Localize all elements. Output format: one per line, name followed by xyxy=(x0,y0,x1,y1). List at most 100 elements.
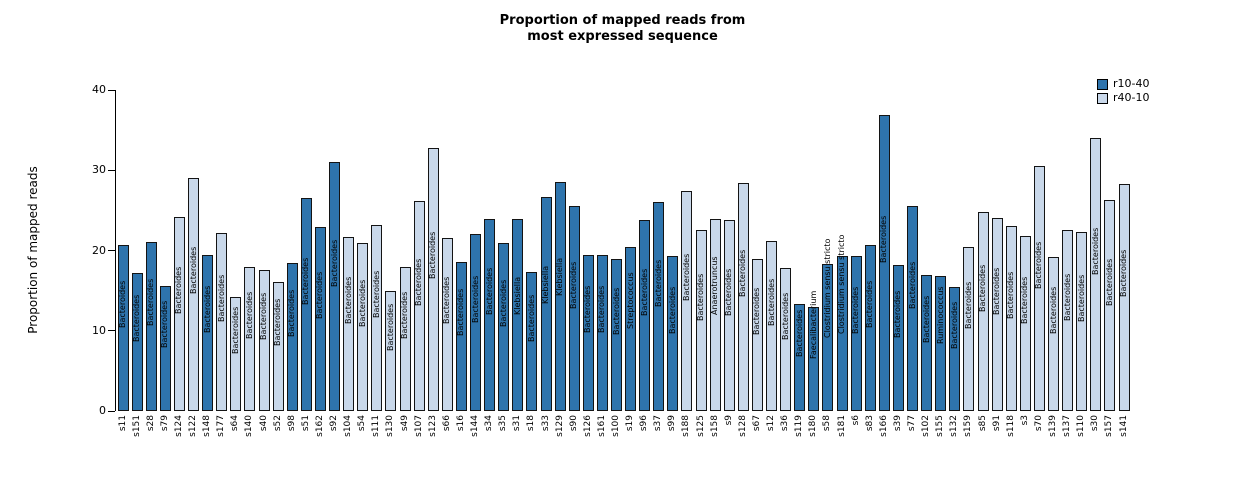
bar-s137 xyxy=(1062,230,1074,411)
bar-s161 xyxy=(596,254,608,411)
x-tick-label-s40: s40 xyxy=(258,415,269,432)
taxon-label-s122: Bacteroides xyxy=(188,246,198,295)
taxon-label-s35: Bacteroides xyxy=(498,279,508,328)
taxon-label-s51: Bacteroides xyxy=(301,257,311,305)
taxon-label-s158: Anaerotruncus xyxy=(710,256,720,316)
taxon-label-s118: Bacteroides xyxy=(1006,271,1016,319)
bar-s119 xyxy=(794,303,806,411)
taxon-label-s36: Bacteroides xyxy=(780,292,790,340)
x-tick-label-s16: s16 xyxy=(455,415,466,432)
x-tick-label-s158: s158 xyxy=(709,415,720,437)
y-tick-mark xyxy=(108,410,115,412)
taxon-label-s30: Bacteroides xyxy=(1090,227,1100,275)
bar-s16 xyxy=(455,261,467,411)
bar-s104 xyxy=(343,236,355,411)
bar-s128 xyxy=(737,183,749,411)
x-tick-label-s123: s123 xyxy=(427,415,438,437)
taxon-label-s130: Bacteroides xyxy=(385,303,395,352)
x-tick-label-s30: s30 xyxy=(1090,415,1101,432)
bar-s51 xyxy=(300,198,312,411)
legend: r10-40 r40-10 xyxy=(1097,78,1150,106)
bar-s77 xyxy=(907,206,918,411)
bar-s49 xyxy=(399,266,411,411)
x-tick-label-s157: s157 xyxy=(1104,415,1115,437)
bar-s144 xyxy=(470,234,481,411)
bar-s35 xyxy=(498,243,510,411)
x-tick-label-s102: s102 xyxy=(921,415,932,437)
bar-s58 xyxy=(822,264,834,411)
x-tick-label-s137: s137 xyxy=(1062,415,1073,437)
bar-s36 xyxy=(780,268,792,411)
taxon-label-s37: Bacteroides xyxy=(653,259,663,307)
y-tick-mark xyxy=(108,250,115,251)
plot-area: Bacteroides s11 Bacteroides s151 Bacteroides… xyxy=(115,90,1131,437)
legend-swatch-r40-10 xyxy=(1097,92,1108,104)
taxon-label-s16: Bacteroides xyxy=(456,289,466,337)
taxon-label-s141: Bacteroides xyxy=(1119,250,1128,298)
y-tick-label-10: 10 xyxy=(92,323,106,337)
taxon-label-s54: Bacteroides xyxy=(357,279,367,328)
x-tick-label-s181: s181 xyxy=(836,415,847,437)
x-tick-label-s54: s54 xyxy=(357,415,368,432)
bar-s12 xyxy=(766,240,777,411)
taxon-label-s90: Bacteroides xyxy=(569,261,579,309)
bar-s98 xyxy=(286,263,298,411)
taxon-label-s64: Bacteroides xyxy=(230,306,240,354)
legend-item-r40-10: r40-10 xyxy=(1097,92,1150,104)
taxon-label-s31: Klebsiella xyxy=(512,276,522,316)
x-tick-label-s49: s49 xyxy=(399,415,410,432)
x-tick-label-s151: s151 xyxy=(131,415,142,437)
taxon-label-s83: Bacteroides xyxy=(865,280,875,328)
x-tick-label-s130: s130 xyxy=(385,415,396,437)
bar-s19 xyxy=(625,247,636,411)
bar-s140 xyxy=(244,266,256,411)
bar-s188 xyxy=(681,191,693,411)
bar-s122 xyxy=(188,177,199,411)
x-tick-label-s37: s37 xyxy=(653,415,664,432)
taxon-label-s104: Bacteroides xyxy=(343,276,353,324)
x-tick-label-s188: s188 xyxy=(681,415,692,437)
bar-s6 xyxy=(850,256,862,411)
taxon-label-s148: Bacteroides xyxy=(202,285,212,334)
x-tick-label-s67: s67 xyxy=(751,415,762,432)
x-tick-label-s35: s35 xyxy=(498,415,509,432)
bar-s110 xyxy=(1076,232,1088,411)
bar-s70 xyxy=(1033,166,1045,411)
taxon-label-s119: Bacteroides xyxy=(794,309,804,358)
bar-s102 xyxy=(921,274,933,411)
taxon-label-s111: Bacteroides xyxy=(371,270,381,318)
legend-swatch-r10-40 xyxy=(1097,78,1108,90)
taxon-label-s107: Bacteroides xyxy=(414,258,424,306)
bar-s33 xyxy=(540,196,552,411)
x-tick-label-s129: s129 xyxy=(554,415,565,437)
x-tick-label-s6: s6 xyxy=(850,415,861,426)
bar-s30 xyxy=(1090,138,1102,411)
taxon-label-s58: Clostridium sensu stricto xyxy=(822,238,832,338)
x-tick-label-s58: s58 xyxy=(822,415,833,432)
x-tick-label-s66: s66 xyxy=(441,415,452,432)
taxon-label-s98: Bacteroides xyxy=(287,289,297,338)
x-tick-label-s52: s52 xyxy=(272,415,283,432)
x-tick-label-s125: s125 xyxy=(695,415,706,437)
bar-s39 xyxy=(892,264,904,411)
y-axis-title: Proportion of mapped reads xyxy=(26,166,40,334)
x-tick-label-s91: s91 xyxy=(991,415,1002,432)
bar-s151 xyxy=(131,273,143,411)
x-tick-label-s119: s119 xyxy=(794,415,805,437)
x-tick-label-s144: s144 xyxy=(470,415,480,437)
taxon-label-s96: Bacteroides xyxy=(639,268,649,316)
x-tick-label-s132: s132 xyxy=(949,415,960,437)
taxon-label-s102: Bacteroides xyxy=(921,295,931,343)
taxon-label-s162: Bacteroides xyxy=(315,271,325,320)
taxon-label-s188: Bacteroides xyxy=(681,253,691,302)
bar-s111 xyxy=(371,224,383,411)
taxon-label-s34: Bacteroides xyxy=(484,267,494,316)
taxon-label-s39: Bacteroides xyxy=(893,290,903,338)
x-tick-label-s140: s140 xyxy=(244,415,255,437)
taxon-label-s3: Bacteroides xyxy=(1020,276,1030,324)
taxon-label-s124: Bacteroides xyxy=(174,266,184,314)
taxon-label-s12: Bacteroides xyxy=(766,278,776,326)
y-tick-mark xyxy=(108,330,115,332)
x-tick-label-s180: s180 xyxy=(808,415,819,437)
